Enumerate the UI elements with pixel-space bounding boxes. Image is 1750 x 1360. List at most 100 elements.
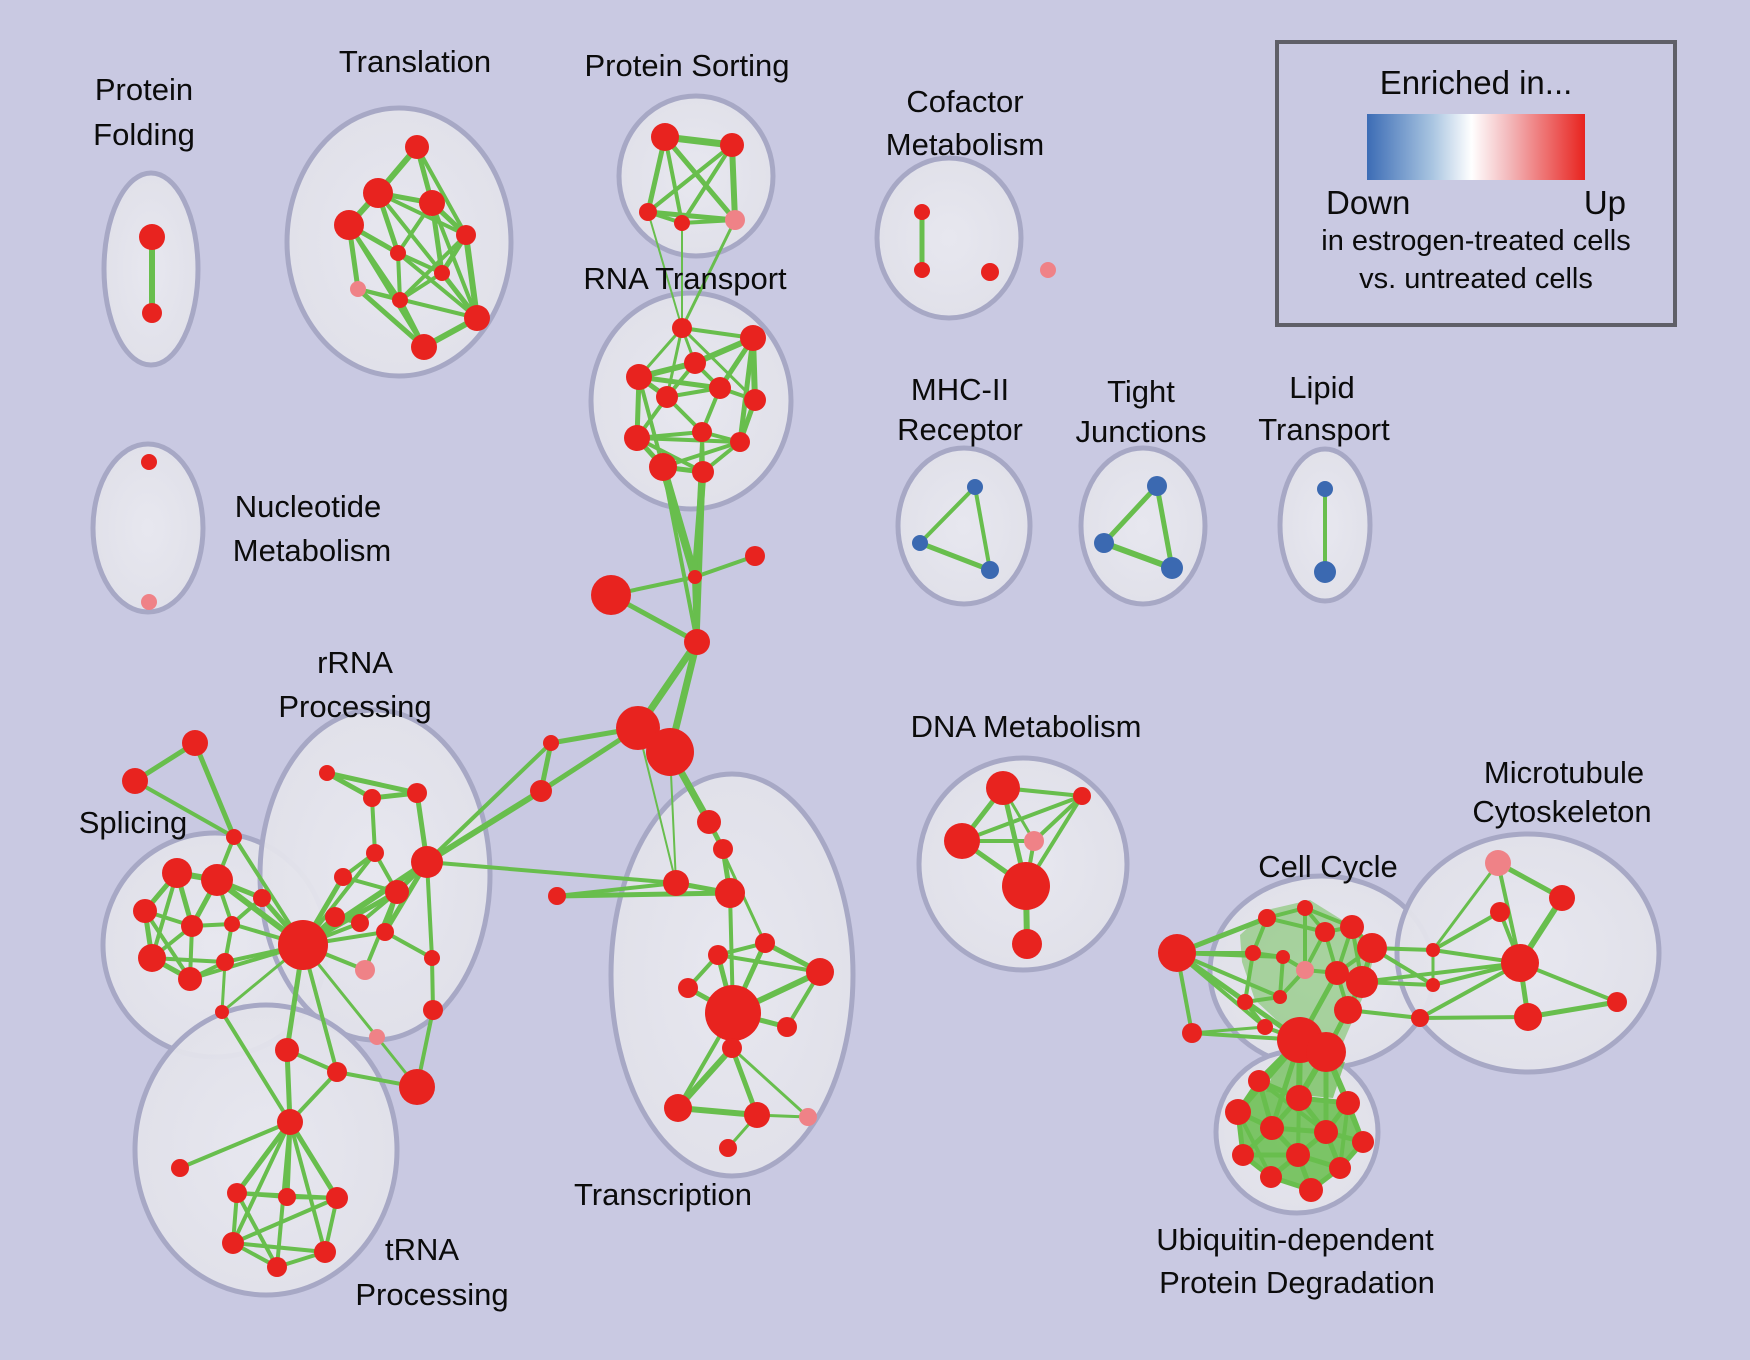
gene-set-node-nm2[interactable]	[141, 594, 157, 610]
gene-set-node-u11[interactable]	[1260, 1166, 1282, 1188]
gene-set-node-d4[interactable]	[1024, 831, 1044, 851]
gene-set-node-t10[interactable]	[464, 305, 490, 331]
gene-set-node-cc11[interactable]	[1237, 994, 1253, 1010]
gene-set-node-rhub[interactable]	[278, 920, 328, 970]
gene-set-node-t6[interactable]	[390, 245, 406, 261]
gene-set-node-tr4[interactable]	[326, 1187, 348, 1209]
gene-set-node-sp4[interactable]	[181, 915, 203, 937]
gene-set-node-lp1[interactable]	[1317, 481, 1333, 497]
gene-set-node-t4[interactable]	[334, 210, 364, 240]
gene-set-node-m2[interactable]	[912, 535, 928, 551]
gene-set-node-tb[interactable]	[713, 839, 733, 859]
gene-set-node-cc2[interactable]	[1297, 900, 1313, 916]
gene-set-node-d3[interactable]	[944, 823, 980, 859]
gene-set-node-cr2[interactable]	[1426, 978, 1440, 992]
gene-set-node-rr2[interactable]	[363, 789, 381, 807]
gene-set-node-rr4[interactable]	[366, 844, 384, 862]
gene-set-node-u3[interactable]	[1336, 1091, 1360, 1115]
gene-set-node-rr5[interactable]	[334, 868, 352, 886]
gene-set-node-tr7[interactable]	[267, 1257, 287, 1277]
gene-set-node-ccb2[interactable]	[1306, 1032, 1346, 1072]
gene-set-node-c1[interactable]	[688, 570, 702, 584]
gene-set-node-cc10[interactable]	[1346, 966, 1378, 998]
gene-set-node-rt3[interactable]	[626, 364, 652, 390]
gene-set-node-c6[interactable]	[646, 728, 694, 776]
gene-set-node-cc5[interactable]	[1357, 933, 1387, 963]
gene-set-node-m3[interactable]	[981, 561, 999, 579]
gene-set-node-rt8[interactable]	[692, 422, 712, 442]
gene-set-node-ps2[interactable]	[720, 133, 744, 157]
gene-set-node-t9[interactable]	[392, 292, 408, 308]
gene-set-node-b2[interactable]	[530, 780, 552, 802]
gene-set-node-rt12[interactable]	[692, 461, 714, 483]
gene-set-node-u2[interactable]	[1286, 1085, 1312, 1111]
gene-set-node-tr2[interactable]	[227, 1183, 247, 1203]
gene-set-node-lp2[interactable]	[1314, 561, 1336, 583]
gene-set-node-rt4[interactable]	[684, 352, 706, 374]
gene-set-node-tr3[interactable]	[278, 1188, 296, 1206]
gene-set-node-cchub[interactable]	[1158, 934, 1196, 972]
gene-set-node-rr7[interactable]	[411, 846, 443, 878]
gene-set-node-sp10[interactable]	[215, 1005, 229, 1019]
gene-set-node-u12[interactable]	[1299, 1178, 1323, 1202]
gene-set-node-ts9[interactable]	[799, 1108, 817, 1126]
gene-set-node-pf1[interactable]	[139, 224, 165, 250]
gene-set-node-rt9[interactable]	[624, 425, 650, 451]
gene-set-node-d6[interactable]	[1012, 929, 1042, 959]
gene-set-node-rt5[interactable]	[709, 377, 731, 399]
gene-set-node-rt1[interactable]	[672, 318, 692, 338]
gene-set-node-sp8[interactable]	[253, 889, 271, 907]
gene-set-node-d5[interactable]	[1002, 862, 1050, 910]
gene-set-node-ccbl[interactable]	[1182, 1023, 1202, 1043]
gene-set-node-ps5[interactable]	[725, 210, 745, 230]
gene-set-node-t5[interactable]	[456, 225, 476, 245]
gene-set-node-d2[interactable]	[1073, 787, 1091, 805]
gene-set-node-t2[interactable]	[363, 178, 393, 208]
gene-set-node-tj3[interactable]	[1161, 557, 1183, 579]
gene-set-node-t8[interactable]	[350, 281, 366, 297]
gene-set-node-b1[interactable]	[543, 735, 559, 751]
gene-set-node-mt1[interactable]	[1549, 885, 1575, 911]
gene-set-node-rr11[interactable]	[424, 950, 440, 966]
gene-set-node-mtp[interactable]	[1485, 850, 1511, 876]
gene-set-node-td[interactable]	[715, 878, 745, 908]
gene-set-node-sx2[interactable]	[122, 768, 148, 794]
gene-set-node-mt3[interactable]	[1514, 1003, 1542, 1031]
gene-set-node-cc6[interactable]	[1245, 945, 1261, 961]
gene-set-node-c5[interactable]	[616, 706, 660, 750]
gene-set-node-cc14[interactable]	[1257, 1019, 1273, 1035]
gene-set-node-te[interactable]	[548, 887, 566, 905]
gene-set-node-c4[interactable]	[684, 629, 710, 655]
gene-set-node-u5[interactable]	[1260, 1116, 1284, 1140]
gene-set-node-ts8[interactable]	[744, 1102, 770, 1128]
gene-set-node-ts10[interactable]	[719, 1139, 737, 1157]
gene-set-node-sp7[interactable]	[178, 967, 202, 991]
gene-set-node-cm1[interactable]	[914, 204, 930, 220]
gene-set-node-tj2[interactable]	[1094, 533, 1114, 553]
gene-set-node-ts6[interactable]	[722, 1038, 742, 1058]
gene-set-node-u6[interactable]	[1314, 1120, 1338, 1144]
gene-set-node-rt7[interactable]	[744, 389, 766, 411]
gene-set-node-u7[interactable]	[1352, 1131, 1374, 1153]
gene-set-node-u10[interactable]	[1329, 1157, 1351, 1179]
gene-set-node-rt10[interactable]	[730, 432, 750, 452]
gene-set-node-ts5[interactable]	[777, 1017, 797, 1037]
gene-set-node-sx1[interactable]	[182, 730, 208, 756]
gene-set-node-ps3[interactable]	[639, 203, 657, 221]
gene-set-node-cr1[interactable]	[1426, 943, 1440, 957]
gene-set-node-ta[interactable]	[697, 810, 721, 834]
gene-set-node-pf2[interactable]	[142, 303, 162, 323]
gene-set-node-ts3[interactable]	[708, 945, 728, 965]
gene-set-node-sp3[interactable]	[133, 899, 157, 923]
gene-set-node-rr6[interactable]	[385, 880, 409, 904]
gene-set-node-mt4[interactable]	[1607, 992, 1627, 1012]
gene-set-node-cc7[interactable]	[1276, 950, 1290, 964]
gene-set-node-c3[interactable]	[591, 575, 631, 615]
gene-set-node-d1[interactable]	[986, 771, 1020, 805]
gene-set-node-rr8[interactable]	[325, 907, 345, 927]
gene-set-node-tr6[interactable]	[314, 1241, 336, 1263]
gene-set-node-rr13[interactable]	[327, 1062, 347, 1082]
gene-set-node-ts7[interactable]	[664, 1094, 692, 1122]
gene-set-node-rr1[interactable]	[319, 765, 335, 781]
gene-set-node-mt2[interactable]	[1490, 902, 1510, 922]
